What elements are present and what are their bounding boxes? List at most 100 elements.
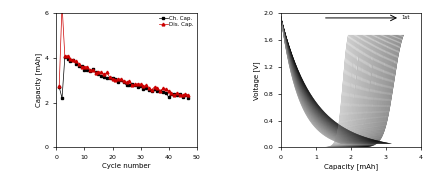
Dis. Cap. xyxy=(161,87,166,90)
Ch. Cap. xyxy=(115,81,121,84)
Dis. Cap. xyxy=(88,69,93,71)
Dis. Cap. xyxy=(99,71,104,74)
Dis. Cap. xyxy=(85,66,90,68)
Ch. Cap. xyxy=(107,77,112,79)
Ch. Cap. xyxy=(163,92,168,94)
Dis. Cap. xyxy=(186,93,191,96)
Ch. Cap. xyxy=(155,90,160,92)
Dis. Cap. xyxy=(174,92,180,94)
Dis. Cap. xyxy=(102,73,107,75)
Dis. Cap. xyxy=(180,94,185,96)
Ch. Cap. xyxy=(149,90,155,92)
Ch. Cap. xyxy=(71,59,76,61)
Dis. Cap. xyxy=(62,55,67,57)
Dis. Cap. xyxy=(124,81,129,84)
Ch. Cap. xyxy=(183,94,188,96)
Dis. Cap. xyxy=(79,66,84,68)
Ch. Cap. xyxy=(110,77,115,79)
Dis. Cap. xyxy=(59,3,65,5)
Ch. Cap. xyxy=(121,81,126,84)
Ch. Cap. xyxy=(82,69,87,71)
Ch. Cap. xyxy=(59,97,65,99)
Ch. Cap. xyxy=(56,86,62,88)
Line: Dis. Cap.: Dis. Cap. xyxy=(58,3,190,97)
X-axis label: Capacity [mAh]: Capacity [mAh] xyxy=(324,163,378,170)
Dis. Cap. xyxy=(68,58,73,61)
Dis. Cap. xyxy=(135,83,140,85)
Ch. Cap. xyxy=(62,56,67,58)
Dis. Cap. xyxy=(76,63,82,65)
Ch. Cap. xyxy=(171,93,177,96)
Ch. Cap. xyxy=(85,69,90,71)
Ch. Cap. xyxy=(90,68,95,70)
Ch. Cap. xyxy=(180,96,185,98)
Ch. Cap. xyxy=(73,63,79,66)
Dis. Cap. xyxy=(71,58,76,61)
Dis. Cap. xyxy=(65,54,70,57)
Dis. Cap. xyxy=(158,90,163,92)
Ch. Cap. xyxy=(144,87,149,89)
Dis. Cap. xyxy=(155,87,160,89)
Ch. Cap. xyxy=(104,76,109,79)
Dis. Cap. xyxy=(110,77,115,80)
Dis. Cap. xyxy=(73,60,79,62)
Ch. Cap. xyxy=(174,94,180,97)
Ch. Cap. xyxy=(93,71,98,74)
Ch. Cap. xyxy=(177,92,182,95)
Dis. Cap. xyxy=(146,87,151,89)
Ch. Cap. xyxy=(88,70,93,73)
Ch. Cap. xyxy=(65,57,70,60)
Dis. Cap. xyxy=(90,69,95,71)
Dis. Cap. xyxy=(169,91,174,94)
Y-axis label: Capacity [mAh]: Capacity [mAh] xyxy=(35,53,42,107)
Ch. Cap. xyxy=(132,84,138,86)
Dis. Cap. xyxy=(113,79,118,82)
Ch. Cap. xyxy=(102,75,107,78)
Dis. Cap. xyxy=(104,71,109,74)
Dis. Cap. xyxy=(82,66,87,68)
Dis. Cap. xyxy=(138,83,143,85)
Ch. Cap. xyxy=(135,86,140,88)
Ch. Cap. xyxy=(129,83,135,85)
X-axis label: Cycle number: Cycle number xyxy=(102,163,151,169)
Dis. Cap. xyxy=(129,84,135,87)
Dis. Cap. xyxy=(93,71,98,74)
Ch. Cap. xyxy=(118,79,124,82)
Ch. Cap. xyxy=(161,91,166,93)
Dis. Cap. xyxy=(171,94,177,97)
Ch. Cap. xyxy=(146,89,151,91)
Ch. Cap. xyxy=(124,84,129,86)
Ch. Cap. xyxy=(127,84,132,86)
Line: Ch. Cap.: Ch. Cap. xyxy=(58,56,190,100)
Ch. Cap. xyxy=(138,85,143,87)
Ch. Cap. xyxy=(68,60,73,62)
Ch. Cap. xyxy=(152,88,157,91)
Ch. Cap. xyxy=(169,93,174,95)
Y-axis label: Voltage [V]: Voltage [V] xyxy=(254,61,260,100)
Dis. Cap. xyxy=(96,70,101,73)
Dis. Cap. xyxy=(152,86,157,88)
Text: 1st: 1st xyxy=(402,15,410,20)
Dis. Cap. xyxy=(183,93,188,95)
Dis. Cap. xyxy=(121,80,126,82)
Dis. Cap. xyxy=(163,88,168,90)
Dis. Cap. xyxy=(56,85,62,87)
Dis. Cap. xyxy=(118,78,124,81)
Dis. Cap. xyxy=(132,83,138,85)
Dis. Cap. xyxy=(177,93,182,96)
Dis. Cap. xyxy=(149,89,155,91)
Ch. Cap. xyxy=(166,96,171,98)
Legend: Ch. Cap., Dis. Cap.: Ch. Cap., Dis. Cap. xyxy=(158,15,195,28)
Ch. Cap. xyxy=(99,75,104,77)
Dis. Cap. xyxy=(115,77,121,80)
Ch. Cap. xyxy=(141,88,146,90)
Ch. Cap. xyxy=(158,90,163,92)
Dis. Cap. xyxy=(141,85,146,88)
Ch. Cap. xyxy=(113,78,118,81)
Ch. Cap. xyxy=(186,97,191,99)
Dis. Cap. xyxy=(144,84,149,87)
Dis. Cap. xyxy=(127,80,132,82)
Dis. Cap. xyxy=(166,89,171,92)
Dis. Cap. xyxy=(107,76,112,78)
Ch. Cap. xyxy=(96,73,101,75)
